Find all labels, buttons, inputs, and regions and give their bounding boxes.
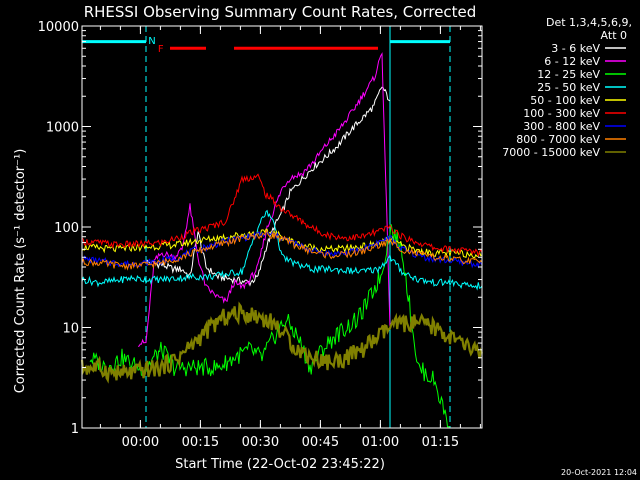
series-line-100-300-kev [81,173,483,257]
legend-header-line1: Det 1,3,4,5,6,9, [546,16,632,29]
y-tick-label: 10 [62,322,79,337]
series-line-12-25-kev [89,224,451,429]
x-tick-label: 00:45 [302,435,339,450]
y-tick-label: 1000 [46,121,79,136]
series-line-6-12-kev [137,52,391,347]
legend-entry-label: 12 - 25 keV [537,68,600,81]
legend-entry-label: 7000 - 15000 keV [502,146,600,159]
series-line-25-50-kev [81,209,483,291]
y-tick-label: 10000 [38,20,79,35]
y-axis-label: Corrected Count Rate (s⁻¹ detector⁻¹) [13,149,28,394]
x-axis-label: Start Time (22-Oct-02 23:45:22) [175,457,385,472]
series-line-7000-15000-kev [80,301,484,384]
plot-area: NF [80,26,484,429]
legend-entry-label: 100 - 300 keV [523,107,600,120]
y-tick-label: 100 [54,221,79,236]
x-tick-label: 01:15 [422,435,459,450]
marker-n: N [148,36,155,47]
legend-entry-label: 25 - 50 keV [537,81,600,94]
series-line-50-100-kev [81,228,483,259]
series-line-3-6-kev [145,86,391,287]
legend-entry-label: 800 - 7000 keV [516,133,600,146]
x-tick-label: 00:00 [122,435,159,450]
y-tick-label: 1 [71,422,79,437]
legend-entry-label: 300 - 800 keV [523,120,600,133]
series-line-300-800-kev [81,231,483,269]
legend-entry-label: 6 - 12 keV [544,55,600,68]
legend-header-line2: Att 0 [601,29,627,42]
series-line-800-7000-kev [81,229,483,271]
legend-entry-label: 50 - 100 keV [530,94,600,107]
x-tick-label: 00:15 [182,435,219,450]
timestamp: 20-Oct-2021 12:04 [561,468,637,477]
chart-title: RHESSI Observing Summary Count Rates, Co… [84,3,477,21]
marker-f: F [158,44,164,55]
x-tick-label: 01:00 [362,435,399,450]
axes: 00:00 00:15 00:30 00:45 01:00 01:15 1 10 100 1000… [38,20,483,450]
x-tick-label: 00:30 [242,435,279,450]
legend-entry-label: 3 - 6 keV [551,42,600,55]
